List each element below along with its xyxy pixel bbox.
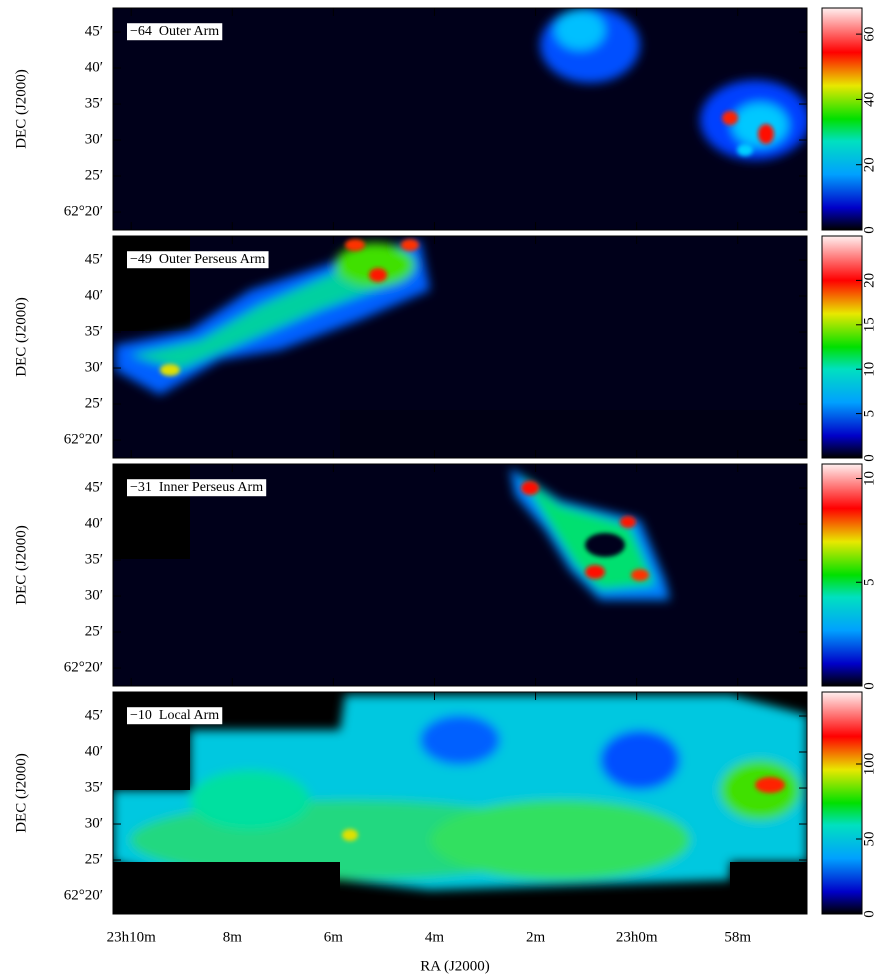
y-tick-label: 30′ <box>85 359 103 375</box>
y-tick-label: 40′ <box>85 59 103 75</box>
x-axis-label: RA (J2000) <box>420 958 490 974</box>
y-tick-label: 45′ <box>85 707 103 723</box>
panel-label-box <box>127 479 267 497</box>
y-tick-label: 30′ <box>85 587 103 603</box>
y-tick-label: 45′ <box>85 479 103 495</box>
colorbar-tick-label: 60 <box>861 27 876 42</box>
y-tick-label: 35′ <box>85 551 103 567</box>
colorbar-tick-label: 100 <box>861 753 876 776</box>
map-image <box>113 236 807 458</box>
colorbar <box>821 235 863 459</box>
map-image <box>113 464 807 686</box>
x-tick-label: 23h10m <box>107 929 157 945</box>
y-tick-label: 62°20′ <box>64 203 103 219</box>
map-image <box>113 8 807 230</box>
map-frame <box>112 463 808 687</box>
panel-label-box <box>127 707 223 725</box>
panel-label: −64 Outer Arm <box>130 24 219 39</box>
x-tick-label: 23h0m <box>616 929 658 945</box>
colorbar <box>821 7 863 231</box>
panel-label-box <box>127 251 269 269</box>
colorbar-tick-label: 20 <box>861 273 876 288</box>
y-tick-label: 35′ <box>85 323 103 339</box>
y-tick-label: 62°20′ <box>64 431 103 447</box>
colorbar-tick-label: 0 <box>861 226 876 234</box>
colorbar-tick-label: 5 <box>861 579 876 587</box>
colorbar-tick-label: 0 <box>861 682 876 690</box>
y-axis-label: DEC (J2000) <box>13 297 29 377</box>
x-tick-label: 6m <box>324 929 344 945</box>
y-tick-label: 25′ <box>85 167 103 183</box>
colorbar-tick-label: 15 <box>861 317 876 332</box>
y-tick-label: 25′ <box>85 623 103 639</box>
y-tick-label: 35′ <box>85 95 103 111</box>
colorbar-tick-label: 50 <box>861 832 876 847</box>
y-axis-label: DEC (J2000) <box>13 69 29 149</box>
panel-label-box <box>127 23 223 41</box>
y-tick-label: 30′ <box>85 815 103 831</box>
y-tick-label: 35′ <box>85 779 103 795</box>
y-tick-label: 62°20′ <box>64 887 103 903</box>
y-tick-label: 30′ <box>85 131 103 147</box>
y-tick-label: 25′ <box>85 851 103 867</box>
y-tick-label: 45′ <box>85 23 103 39</box>
map-image <box>113 692 807 914</box>
colorbar-tick-label: 0 <box>861 910 876 918</box>
map-frame <box>112 691 808 915</box>
colorbar-tick-label: 0 <box>861 454 876 462</box>
x-tick-label: 4m <box>425 929 445 945</box>
panel-label: −49 Outer Perseus Arm <box>130 252 266 267</box>
colorbar <box>821 463 863 687</box>
y-tick-label: 40′ <box>85 515 103 531</box>
x-tick-label: 2m <box>526 929 546 945</box>
panel-label: −31 Inner Perseus Arm <box>130 480 263 495</box>
y-tick-label: 25′ <box>85 395 103 411</box>
colorbar-tick-label: 10 <box>861 471 876 486</box>
y-tick-label: 40′ <box>85 743 103 759</box>
map-frame <box>112 235 808 459</box>
colorbar-tick-label: 10 <box>861 362 876 377</box>
panel-label: −10 Local Arm <box>130 708 219 723</box>
x-tick-label: 58m <box>724 929 751 945</box>
colorbar-tick-label: 20 <box>861 157 876 172</box>
map-frame <box>112 7 808 231</box>
colorbar-tick-label: 5 <box>861 410 876 418</box>
y-tick-label: 62°20′ <box>64 659 103 675</box>
colorbar-tick-label: 40 <box>861 92 876 107</box>
colorbar <box>821 691 863 915</box>
y-tick-label: 40′ <box>85 287 103 303</box>
y-tick-label: 45′ <box>85 251 103 267</box>
y-axis-label: DEC (J2000) <box>13 753 29 833</box>
y-axis-label: DEC (J2000) <box>13 525 29 605</box>
x-tick-label: 8m <box>223 929 243 945</box>
